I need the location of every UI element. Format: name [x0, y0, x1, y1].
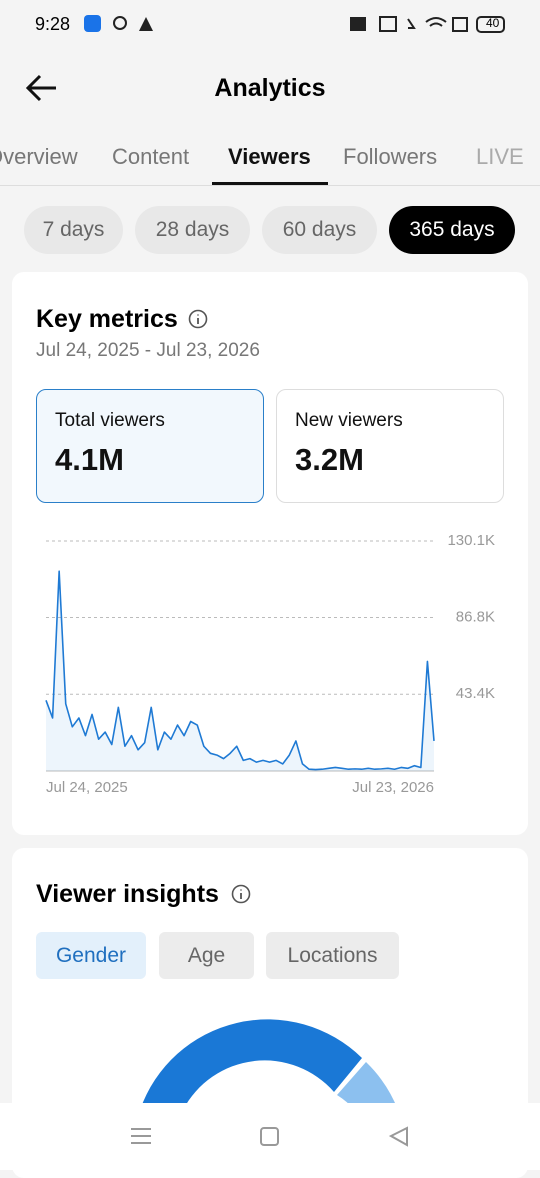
- back-button[interactable]: [24, 72, 60, 104]
- insight-tab[interactable]: Locations: [266, 932, 399, 979]
- range-chip-selected[interactable]: 365 days: [389, 206, 515, 254]
- divider: [0, 185, 540, 186]
- tab[interactable]: Overview: [0, 144, 78, 169]
- y-tick-label: 43.4K: [456, 685, 495, 702]
- line-chart: 43.4K 86.8K 130.1K Jul 24, 2025 Jul 23, 2026: [45, 532, 495, 796]
- page-title: Analytics: [214, 74, 326, 102]
- insight-tab[interactable]: Age: [159, 932, 254, 979]
- line: [45, 570, 435, 771]
- x-tick-label: Jul 24, 2025: [46, 779, 128, 796]
- nav-bar: [0, 1103, 540, 1170]
- tab-selected[interactable]: Viewers: [228, 144, 311, 169]
- range-chip[interactable]: 28 days: [135, 206, 250, 254]
- tab[interactable]: Followers: [343, 144, 438, 169]
- key-metrics-card: [12, 272, 528, 835]
- donut-chart: [140, 1019, 398, 1110]
- metric-value: 3.2M: [295, 442, 364, 477]
- tab[interactable]: Content: [112, 144, 190, 169]
- status-time: 9:28: [35, 14, 71, 34]
- x-tick-label: Jul 23, 2026: [352, 779, 434, 796]
- status-icons: [84, 15, 153, 32]
- tab-indicator: [212, 182, 328, 185]
- info-icon[interactable]: [230, 883, 252, 905]
- section-title: Key metrics: [36, 305, 178, 333]
- y-tick-label: 86.8K: [456, 609, 495, 626]
- status-icons-right: [350, 16, 505, 33]
- metric-label: Total viewers: [55, 410, 165, 431]
- area: [46, 571, 434, 771]
- nav-buttons[interactable]: [0, 1103, 540, 1170]
- metric-value: 4.1M: [55, 442, 124, 477]
- y-tick-label: 130.1K: [447, 532, 495, 549]
- metric-card-selected[interactable]: Total viewers 4.1M: [36, 389, 264, 503]
- section-title: Viewer insights: [36, 880, 219, 908]
- tab[interactable]: LIVE: [476, 144, 524, 169]
- info-icon[interactable]: [187, 308, 209, 330]
- range-chip[interactable]: 7 days: [24, 206, 123, 254]
- range-chip[interactable]: 60 days: [262, 206, 377, 254]
- battery-level: 40: [486, 16, 500, 30]
- insight-tab-selected[interactable]: Gender: [36, 932, 146, 979]
- date-range: Jul 24, 2025 - Jul 23, 2026: [36, 340, 260, 361]
- metric-label: New viewers: [295, 410, 403, 431]
- metric-card[interactable]: New viewers 3.2M: [276, 389, 504, 503]
